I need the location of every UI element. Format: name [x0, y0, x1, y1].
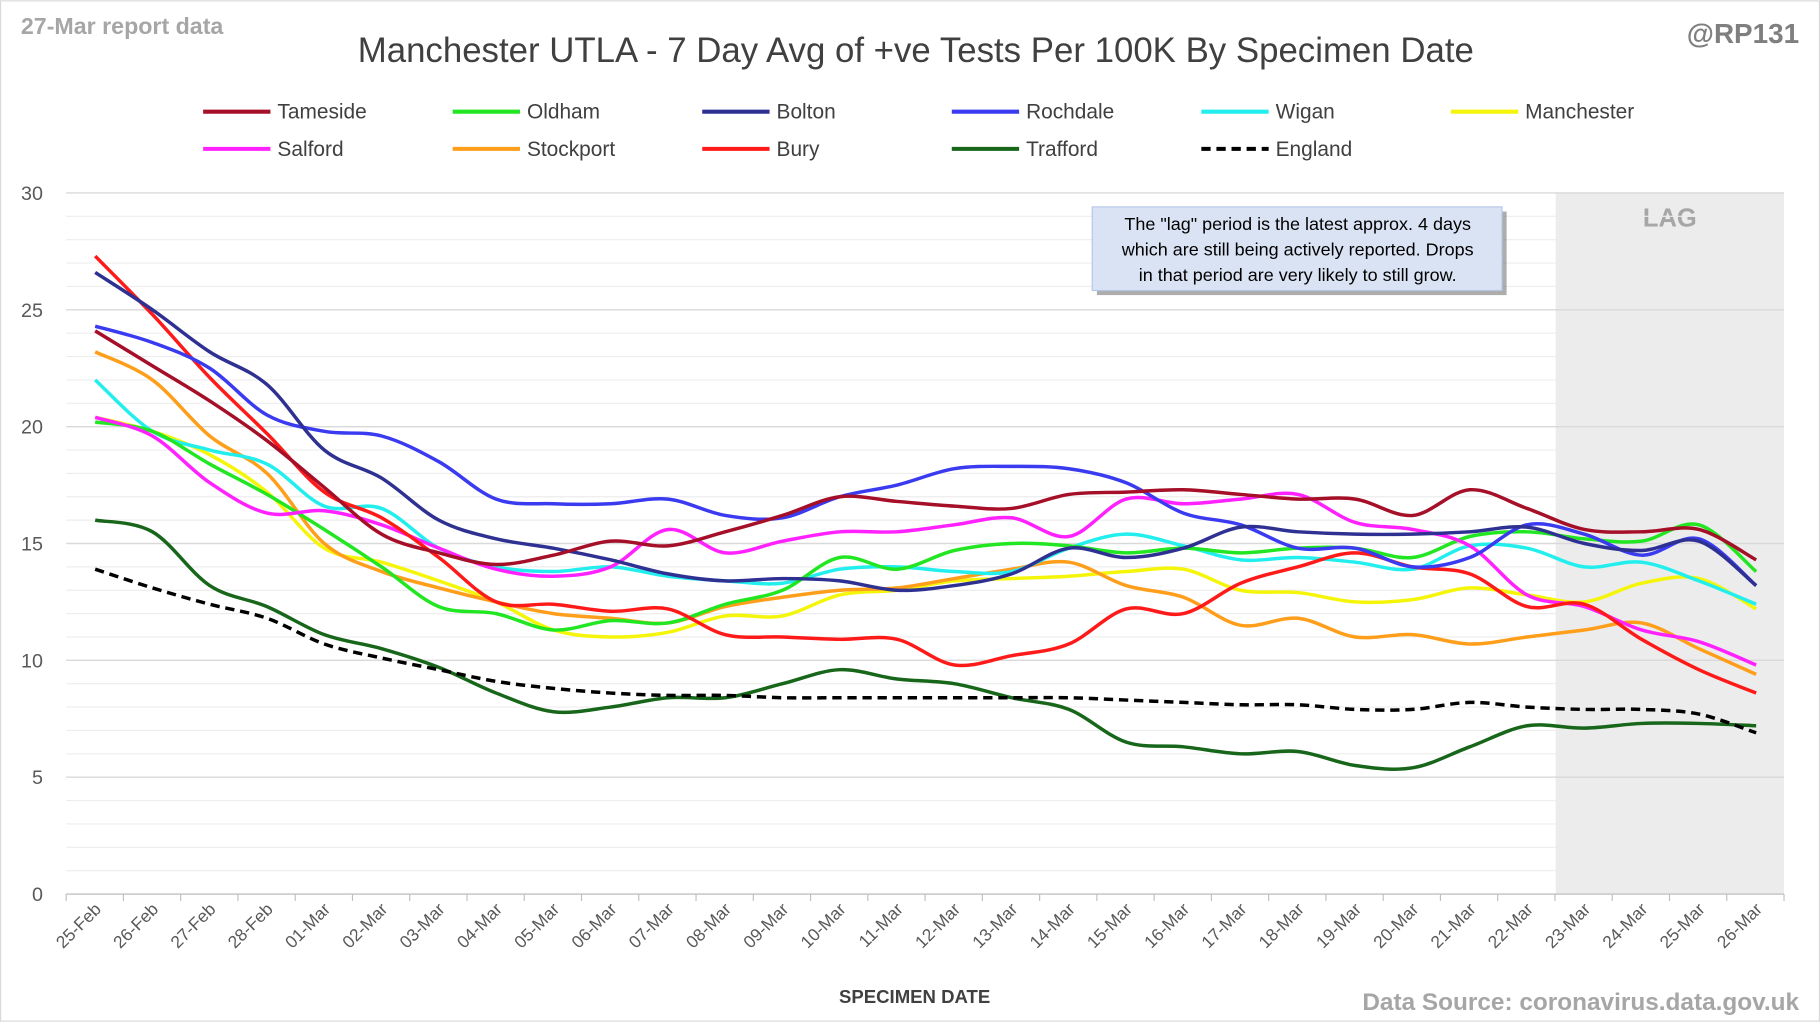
legend-label: England: [1276, 138, 1353, 161]
series-line-england: [94, 567, 1757, 735]
annotation-line: in that period are very likely to still …: [1139, 265, 1457, 285]
series-line-manchester: [94, 415, 1758, 639]
legend-label: Wigan: [1276, 101, 1335, 124]
x-axis-label: SPECIMEN DATE: [839, 986, 990, 1007]
series-line-rochdale: [94, 324, 1758, 587]
lag-annotation: The "lag" period is the latest approx. 4…: [1091, 206, 1507, 296]
annotation-line: The "lag" period is the latest approx. 4…: [1124, 214, 1471, 234]
series-line-salford: [94, 415, 1757, 667]
report-label: 27-Mar report data: [21, 13, 225, 39]
series-line-tameside: [94, 329, 1758, 567]
legend-label: Rochdale: [1026, 101, 1114, 124]
lag-label: LAG: [1643, 205, 1697, 233]
legend-label: Stockport: [527, 138, 615, 161]
legend-label: Trafford: [1026, 138, 1098, 161]
legend-label: Tameside: [277, 101, 366, 124]
series-line-trafford: [94, 518, 1757, 771]
author-handle: @RP131: [1687, 18, 1799, 49]
legend-label: Oldham: [527, 101, 600, 124]
y-tick-label: 10: [21, 650, 43, 672]
y-tick-label: 25: [21, 300, 43, 322]
legend-label: Bolton: [777, 101, 836, 124]
y-tick-label: 15: [21, 533, 43, 555]
y-tick-label: 5: [32, 767, 43, 789]
chart-title: Manchester UTLA - 7 Day Avg of +ve Tests…: [358, 31, 1474, 70]
legend-label: Bury: [777, 138, 820, 161]
series-line-bolton: [94, 270, 1758, 593]
y-tick-label: 0: [32, 884, 43, 906]
y-tick-label: 20: [21, 417, 43, 439]
legend-label: Salford: [277, 138, 343, 161]
series-line-stockport: [94, 350, 1757, 676]
legend-label: Manchester: [1525, 101, 1634, 124]
data-source: Data Source: coronavirus.data.gov.uk: [1362, 989, 1799, 1016]
y-tick-label: 30: [21, 183, 43, 205]
legend: Tameside Oldham Bolton Rochdale Wigan Manches…: [203, 101, 1634, 161]
series-line-oldham: [94, 420, 1758, 632]
annotation-line: which are still being actively reported.…: [1121, 240, 1474, 260]
